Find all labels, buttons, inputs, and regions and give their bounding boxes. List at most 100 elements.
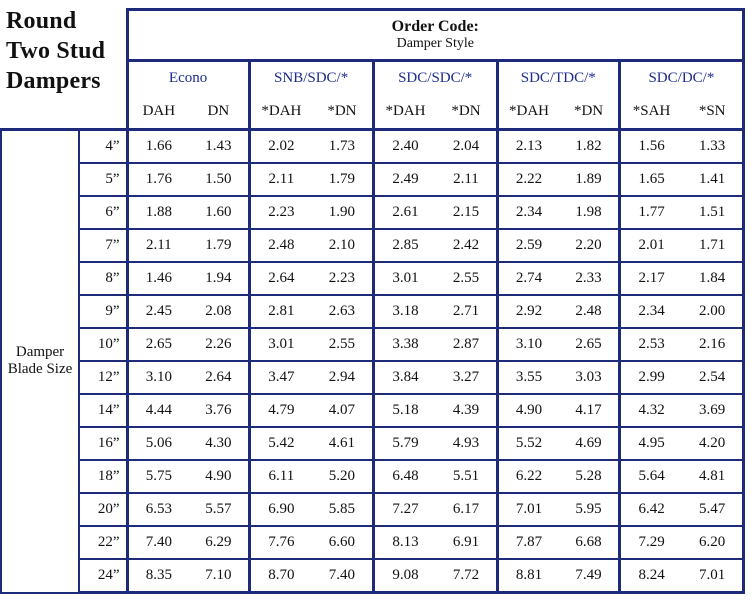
value-cell: 1.76: [125, 162, 190, 196]
blade-size: 9”: [78, 294, 128, 328]
value-cell: 5.95: [559, 492, 620, 526]
group-sdc-sdc: SDC/SDC/*: [371, 60, 498, 94]
value-cell: 6.22: [495, 459, 560, 493]
blade-size: 14”: [78, 393, 128, 427]
col-header: *DN: [573, 102, 604, 119]
value-cell: 5.42: [247, 426, 313, 460]
value-cell: 3.47: [247, 360, 313, 394]
table-row: 6” 1.88 1.60 2.23 1.90 2.61 2.15 2.34 1.98 1.77 1.…: [1, 195, 746, 229]
value-cell: 1.43: [189, 128, 250, 163]
value-cell: 1.41: [682, 162, 746, 196]
value-cell: 2.59: [495, 228, 560, 262]
value-cell: 3.10: [125, 360, 190, 394]
value-cell: 6.68: [559, 525, 620, 559]
value-cell: 2.48: [559, 294, 620, 328]
value-cell: 7.29: [617, 525, 683, 559]
value-cell: 2.54: [682, 360, 746, 394]
blade-size: 7”: [78, 228, 128, 262]
value-cell: 3.38: [371, 327, 437, 361]
table-row: 14” 4.44 3.76 4.79 4.07 5.18 4.39 4.90 4.17 4.32 3…: [1, 393, 746, 427]
value-cell: 1.73: [312, 128, 374, 163]
value-cell: 2.10: [312, 228, 374, 262]
col-header: *DAH: [371, 94, 437, 130]
value-cell: 4.93: [436, 426, 498, 460]
value-cell: 2.65: [125, 327, 190, 361]
value-cell: 2.53: [617, 327, 683, 361]
value-cell: 6.53: [125, 492, 190, 526]
blade-size: 16”: [78, 426, 128, 460]
table-row: 20” 6.53 5.57 6.90 5.85 7.27 6.17 7.01 5.95 6.42 5…: [1, 492, 746, 526]
value-cell: 5.85: [312, 492, 374, 526]
value-cell: 1.94: [189, 261, 250, 295]
value-cell: 4.61: [312, 426, 374, 460]
value-cell: 5.57: [189, 492, 250, 526]
value-cell: 2.23: [247, 195, 313, 229]
value-cell: 1.71: [682, 228, 746, 262]
value-cell: 2.61: [371, 195, 437, 229]
value-cell: 8.24: [617, 558, 683, 594]
col-header: *DAH: [247, 94, 313, 130]
value-cell: 2.11: [125, 228, 190, 262]
value-cell: 9.08: [371, 558, 437, 594]
value-cell: 5.79: [371, 426, 437, 460]
value-cell: 2.87: [436, 327, 498, 361]
group-snb-sdc: SNB/SDC/*: [247, 60, 374, 94]
value-cell: 7.40: [125, 525, 190, 559]
col-header: DAH: [125, 94, 190, 130]
order-code-header: Order Code: Damper Style: [125, 8, 746, 62]
blade-size: 20”: [78, 492, 128, 526]
value-cell: 2.71: [436, 294, 498, 328]
group-econo: Econo: [125, 60, 250, 94]
value-cell: 2.92: [495, 294, 560, 328]
value-cell: 1.65: [617, 162, 683, 196]
value-cell: 4.90: [495, 393, 560, 427]
value-cell: 5.28: [559, 459, 620, 493]
value-cell: 6.17: [436, 492, 498, 526]
group-sdc-dc: SDC/DC/*: [617, 60, 746, 94]
value-cell: 4.32: [617, 393, 683, 427]
value-cell: 3.18: [371, 294, 437, 328]
value-cell: 3.01: [247, 327, 313, 361]
value-cell: 1.90: [312, 195, 374, 229]
value-cell: 3.01: [371, 261, 437, 295]
value-cell: 2.22: [495, 162, 560, 196]
value-cell: 1.66: [125, 128, 190, 163]
value-cell: 2.26: [189, 327, 250, 361]
blade-size: 18”: [78, 459, 128, 493]
value-cell: 8.35: [125, 558, 190, 594]
value-cell: 4.39: [436, 393, 498, 427]
value-cell: 6.60: [312, 525, 374, 559]
value-cell: 8.70: [247, 558, 313, 594]
title-line-3: Dampers: [6, 68, 101, 94]
value-cell: 2.63: [312, 294, 374, 328]
value-cell: 5.64: [617, 459, 683, 493]
value-cell: 2.11: [247, 162, 313, 196]
blade-size: 5”: [78, 162, 128, 196]
col-header: DN: [207, 102, 230, 119]
value-cell: 2.48: [247, 228, 313, 262]
value-cell: 7.27: [371, 492, 437, 526]
value-cell: 5.75: [125, 459, 190, 493]
blade-size: 4”: [78, 128, 128, 163]
value-cell: 2.49: [371, 162, 437, 196]
value-cell: 8.81: [495, 558, 560, 594]
row-label-line-1: Damper: [15, 344, 65, 361]
value-cell: 5.51: [436, 459, 498, 493]
value-cell: 1.60: [189, 195, 250, 229]
damper-price-table: Order Code: Damper Style Econo SNB/SDC/*…: [0, 8, 746, 594]
value-cell: 3.76: [189, 393, 250, 427]
value-cell: 5.20: [312, 459, 374, 493]
col-header: *DAH: [495, 94, 560, 130]
blade-size: 12”: [78, 360, 128, 394]
col-header: *SN: [682, 94, 746, 130]
blade-size: 8”: [78, 261, 128, 295]
table-row: 16” 5.06 4.30 5.42 4.61 5.79 4.93 5.52 4.69 4.95 4…: [1, 426, 746, 460]
value-cell: 5.52: [495, 426, 560, 460]
value-cell: 2.23: [312, 261, 374, 295]
value-cell: 2.00: [682, 294, 746, 328]
title-line-1: Round: [6, 8, 77, 34]
value-cell: 7.87: [495, 525, 560, 559]
value-cell: 1.51: [682, 195, 746, 229]
table-body: Damper Blade Size 4” 1.66 1.43 2.02 1.73 2.40 2.…: [0, 128, 746, 594]
order-code-title: Order Code:: [391, 18, 479, 35]
